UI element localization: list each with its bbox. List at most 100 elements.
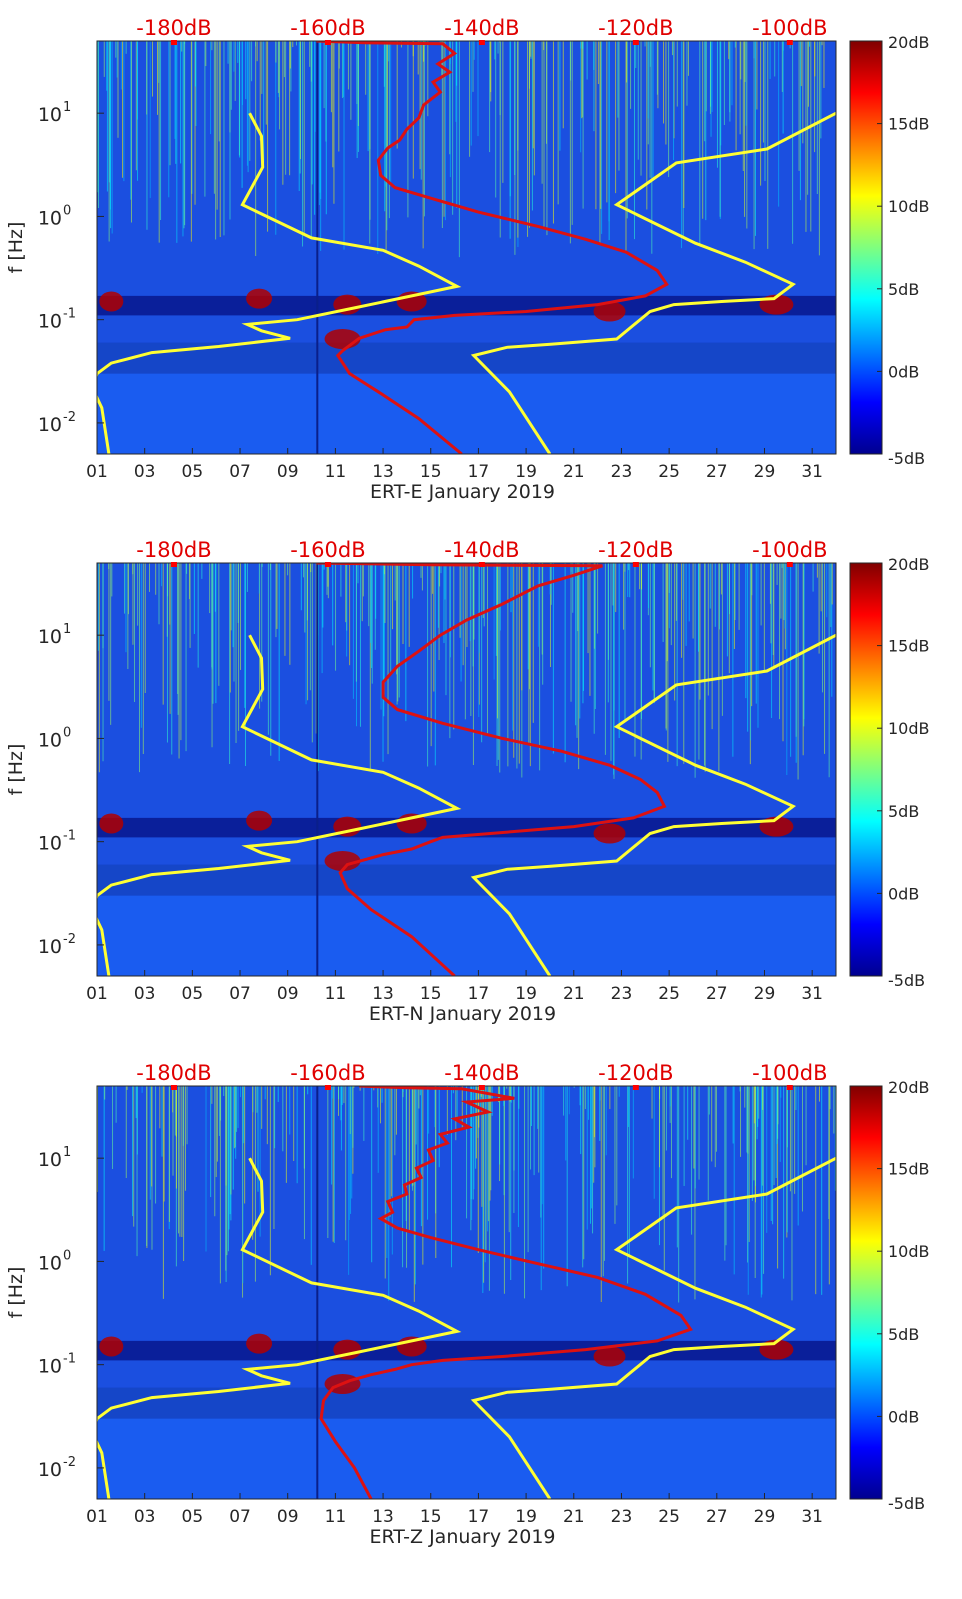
x-tick-label: 09: [277, 1507, 299, 1527]
x-tick-label: 21: [563, 1507, 585, 1527]
colorbar-tick-label: 20dB: [888, 33, 930, 52]
y-tick-base: 10: [38, 1356, 62, 1378]
db-tick-label: -140dB: [444, 538, 519, 562]
colorbar-tick-label: -5dB: [888, 449, 925, 468]
y-tick-exponent: 1: [63, 100, 71, 115]
colorbar-tick-label: 10dB: [888, 197, 930, 216]
colorbar-tick-label: 10dB: [888, 1242, 930, 1261]
x-tick-label: 15: [420, 1507, 442, 1527]
x-tick-label: 07: [229, 984, 251, 1004]
noise-model-curve: [97, 634, 462, 976]
x-tick-label: 31: [801, 984, 823, 1004]
x-axis-label: ERT-N January 2019: [369, 1003, 556, 1025]
colorbar: [849, 1085, 883, 1500]
y-tick-base: 10: [38, 1252, 62, 1274]
x-tick-label: 05: [182, 1507, 204, 1527]
db-tick-mark: [632, 1085, 639, 1090]
x-tick-label: 11: [325, 1507, 347, 1527]
db-tick-mark: [632, 562, 639, 567]
y-tick-exponent: -2: [63, 410, 76, 425]
y-tick-exponent: 1: [63, 1145, 71, 1160]
colorbar-tick-label: 0dB: [888, 1407, 919, 1426]
db-tick-label: -160dB: [290, 16, 365, 40]
y-tick-base: 10: [38, 414, 62, 436]
x-tick-label: 13: [372, 984, 394, 1004]
y-tick-exponent: -2: [63, 1455, 76, 1470]
colorbar-tick-label: 10dB: [888, 719, 930, 738]
x-tick-label: 25: [658, 1507, 680, 1527]
colorbar-tick-label: -5dB: [888, 971, 925, 990]
y-tick-exponent: 0: [63, 725, 71, 740]
colorbar-tick-label: 0dB: [888, 362, 919, 381]
plot-frame: [96, 1085, 837, 1500]
db-tick-mark: [632, 40, 639, 45]
x-tick-label: 15: [420, 462, 442, 482]
y-tick-base: 10: [38, 729, 62, 751]
y-tick-exponent: -2: [63, 932, 76, 947]
x-tick-label: 13: [372, 1507, 394, 1527]
x-tick-label: 27: [706, 984, 728, 1004]
colorbar-tick-label: 20dB: [888, 555, 930, 574]
x-tick-label: 23: [611, 1507, 633, 1527]
x-tick-label: 01: [86, 462, 108, 482]
y-tick-base: 10: [38, 626, 62, 648]
db-tick-mark: [478, 562, 485, 567]
spectrogram-image: [97, 563, 836, 976]
x-tick-label: 23: [611, 462, 633, 482]
noise-model-curve: [316, 563, 667, 976]
x-tick-label: 25: [658, 462, 680, 482]
colorbar: [849, 40, 883, 455]
db-tick-label: -160dB: [290, 538, 365, 562]
x-tick-label: 11: [325, 462, 347, 482]
db-tick-mark: [478, 1085, 485, 1090]
noise-model-curve: [470, 633, 836, 976]
x-tick-label: 17: [468, 984, 490, 1004]
x-tick-label: 23: [611, 984, 633, 1004]
x-tick-label: 07: [229, 1507, 251, 1527]
x-tick-label: 07: [229, 462, 251, 482]
db-tick-label: -100dB: [752, 538, 827, 562]
db-tick-label: -120dB: [598, 1061, 673, 1085]
db-tick-mark: [324, 40, 331, 45]
colorbar-tick-label: 5dB: [888, 802, 919, 821]
db-tick-mark: [324, 562, 331, 567]
x-tick-label: 17: [468, 1507, 490, 1527]
db-tick-label: -120dB: [598, 16, 673, 40]
x-tick-label: 21: [563, 462, 585, 482]
spectrogram-image: [97, 41, 836, 454]
x-tick-label: 15: [420, 984, 442, 1004]
db-tick-mark: [324, 1085, 331, 1090]
x-axis-label: ERT-E January 2019: [370, 481, 555, 503]
x-tick-label: 27: [706, 1507, 728, 1527]
y-tick-base: 10: [38, 1149, 62, 1171]
noise-model-curve: [470, 1156, 836, 1499]
y-tick-exponent: 0: [63, 1248, 71, 1263]
colorbar: [849, 562, 883, 977]
y-tick-base: 10: [38, 936, 62, 958]
x-tick-label: 11: [325, 984, 347, 1004]
noise-model-curve: [97, 1157, 462, 1499]
x-tick-label: 19: [515, 984, 537, 1004]
x-tick-label: 29: [754, 1507, 776, 1527]
colorbar-tick-label: 5dB: [888, 1325, 919, 1344]
colorbar-tick-label: 0dB: [888, 884, 919, 903]
db-tick-mark: [786, 40, 793, 45]
db-tick-mark: [786, 562, 793, 567]
db-tick-label: -180dB: [136, 538, 211, 562]
db-tick-label: -160dB: [290, 1061, 365, 1085]
x-tick-label: 01: [86, 984, 108, 1004]
db-tick-mark: [170, 1085, 177, 1090]
y-tick-exponent: 0: [63, 203, 71, 218]
x-tick-label: 19: [515, 1507, 537, 1527]
colorbar-tick-label: -5dB: [888, 1494, 925, 1513]
y-tick-exponent: -1: [63, 1352, 76, 1367]
x-tick-label: 31: [801, 1507, 823, 1527]
x-tick-label: 03: [134, 1507, 156, 1527]
x-tick-label: 19: [515, 462, 537, 482]
noise-model-curve: [319, 1086, 693, 1499]
x-tick-label: 01: [86, 1507, 108, 1527]
x-tick-label: 03: [134, 984, 156, 1004]
x-tick-label: 05: [182, 984, 204, 1004]
